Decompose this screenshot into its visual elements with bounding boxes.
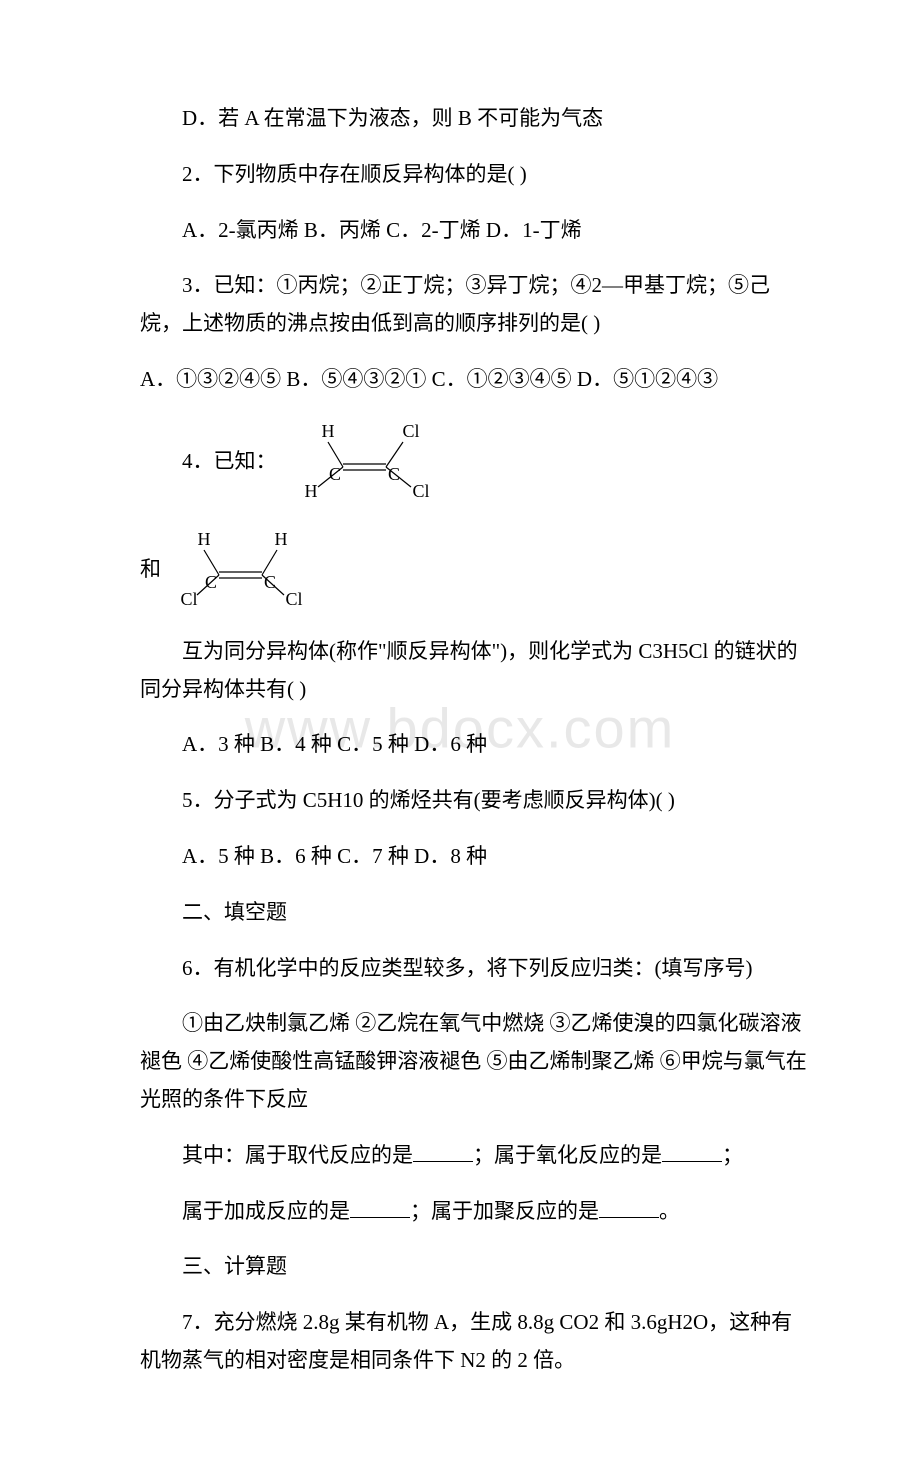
q6-items: ①由乙炔制氯乙烯 ②乙烷在氧气中燃烧 ③乙烯使溴的四氯化碳溶液褪色 ④乙烯使酸性… bbox=[140, 1005, 810, 1118]
atom-h-top: H bbox=[321, 421, 334, 441]
atom-c1: C bbox=[328, 464, 340, 484]
molecule-diagram-1: H H C C Cl Cl bbox=[293, 417, 443, 507]
document-content: D．若 A 在常温下为液态，则 B 不可能为气态 2．下列物质中存在顺反异构体的… bbox=[140, 100, 810, 1380]
q3-stem: 3．已知：①丙烷；②正丁烷；③异丁烷；④2—甲基丁烷；⑤己烷，上述物质的沸点按由… bbox=[140, 267, 810, 343]
q2-options: A．2-氯丙烯 B．丙烯 C．2-丁烯 D．1-丁烯 bbox=[140, 212, 810, 250]
q5-options: A．5 种 B．6 种 C．7 种 D．8 种 bbox=[140, 838, 810, 876]
q7-stem: 7．充分燃烧 2.8g 某有机物 A，生成 8.8g CO2 和 3.6gH2O… bbox=[140, 1304, 810, 1380]
blank-field bbox=[599, 1197, 659, 1218]
q4-row2: 和 H H C C Cl Cl bbox=[140, 525, 810, 615]
molecule-diagram-2: H H C C Cl Cl bbox=[169, 525, 319, 615]
q5-stem: 5．分子式为 C5H10 的烯烃共有(要考虑顺反异构体)( ) bbox=[140, 782, 810, 820]
q6-line2-b: ；属于加聚反应的是 bbox=[410, 1199, 599, 1223]
q6-fill-line2: 属于加成反应的是 ；属于加聚反应的是 。 bbox=[140, 1193, 810, 1231]
q6-line2-c: 。 bbox=[659, 1199, 680, 1223]
atom-cl-right: Cl bbox=[285, 589, 302, 609]
q6-line1-c: ； bbox=[722, 1143, 743, 1167]
q2-stem: 2．下列物质中存在顺反异构体的是( ) bbox=[140, 156, 810, 194]
q1-option-d: D．若 A 在常温下为液态，则 B 不可能为气态 bbox=[140, 100, 810, 138]
q6-line1-b: ；属于氧化反应的是 bbox=[473, 1143, 662, 1167]
blank-field bbox=[413, 1141, 473, 1162]
blank-field bbox=[350, 1197, 410, 1218]
atom-cl-right: Cl bbox=[412, 481, 429, 501]
section-3-heading: 三、计算题 bbox=[140, 1248, 810, 1286]
q3-options: A．①③②④⑤ B．⑤④③②① C．①②③④⑤ D．⑤①②④③ bbox=[140, 361, 810, 399]
atom-c2: C bbox=[264, 572, 276, 592]
q6-line2-a: 属于加成反应的是 bbox=[182, 1199, 350, 1223]
q4-and: 和 bbox=[140, 551, 161, 589]
atom-h-top: H bbox=[198, 529, 211, 549]
atom-c2: C bbox=[388, 464, 400, 484]
atom-h-right: H bbox=[275, 529, 288, 549]
q6-stem: 6．有机化学中的反应类型较多，将下列反应归类：(填写序号) bbox=[140, 950, 810, 988]
atom-c1: C bbox=[205, 572, 217, 592]
atom-cl-top: Cl bbox=[402, 421, 419, 441]
blank-field bbox=[662, 1141, 722, 1162]
atom-h-left: H bbox=[304, 481, 317, 501]
q6-fill-line1: 其中：属于取代反应的是 ；属于氧化反应的是 ； bbox=[140, 1137, 810, 1175]
section-2-heading: 二、填空题 bbox=[140, 894, 810, 932]
q4-options: A．3 种 B．4 种 C．5 种 D．6 种 bbox=[140, 726, 810, 764]
q4-row1: 4．已知： H H C C Cl Cl bbox=[140, 417, 810, 507]
q4-label: 4．已知： bbox=[140, 443, 285, 481]
atom-cl-left: Cl bbox=[180, 589, 197, 609]
q6-line1-a: 其中：属于取代反应的是 bbox=[182, 1143, 413, 1167]
q4-stem2: 互为同分异构体(称作"顺反异构体")，则化学式为 C3H5Cl 的链状的同分异构… bbox=[140, 633, 810, 709]
